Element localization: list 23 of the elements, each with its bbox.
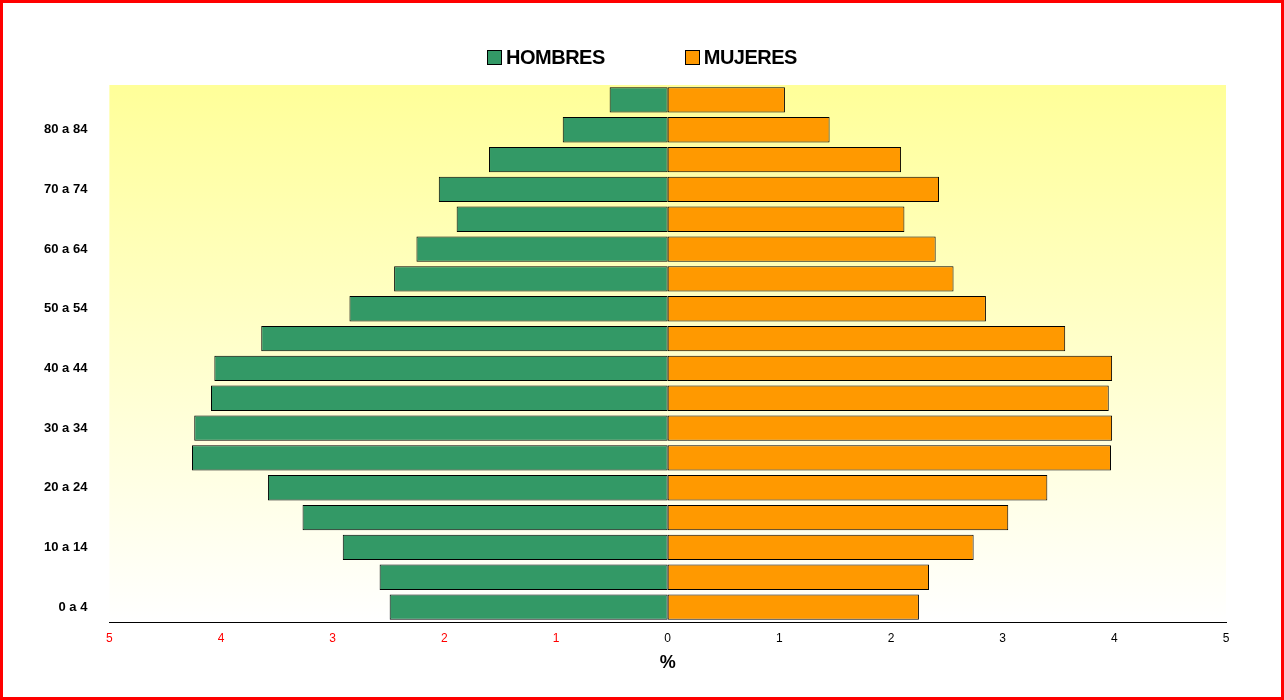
x-tick-label: 4 — [217, 630, 225, 645]
x-tick-label: 1 — [776, 630, 784, 645]
x-tick-label: 2 — [887, 630, 895, 645]
y-tick-label: 20 a 24 — [44, 479, 89, 495]
x-tick-label: 3 — [329, 630, 337, 645]
y-tick-label: 0 a 4 — [58, 598, 89, 614]
y-tick-label: 30 a 34 — [44, 419, 89, 435]
y-tick-label: 80 a 84 — [44, 121, 89, 137]
x-tick-label: 1 — [552, 630, 560, 645]
y-tick-label: 50 a 54 — [44, 300, 89, 316]
y-tick-label: 60 a 64 — [44, 240, 89, 256]
y-tick-label: 70 a 74 — [44, 180, 89, 196]
x-tick-label: 5 — [1222, 630, 1230, 645]
x-axis-title: % — [659, 652, 676, 673]
legend-label: HOMBRES — [506, 46, 605, 69]
y-tick-label: 40 a 44 — [44, 359, 89, 375]
x-tick-label: 5 — [106, 630, 114, 645]
y-tick-label: 10 a 14 — [44, 538, 89, 554]
series-label: MUJERES — [703, 46, 797, 69]
x-tick-label: 2 — [441, 630, 449, 645]
x-tick-label: 0 — [664, 630, 672, 645]
x-tick-label: 4 — [1110, 630, 1118, 645]
x-tick-label: 3 — [999, 630, 1007, 645]
